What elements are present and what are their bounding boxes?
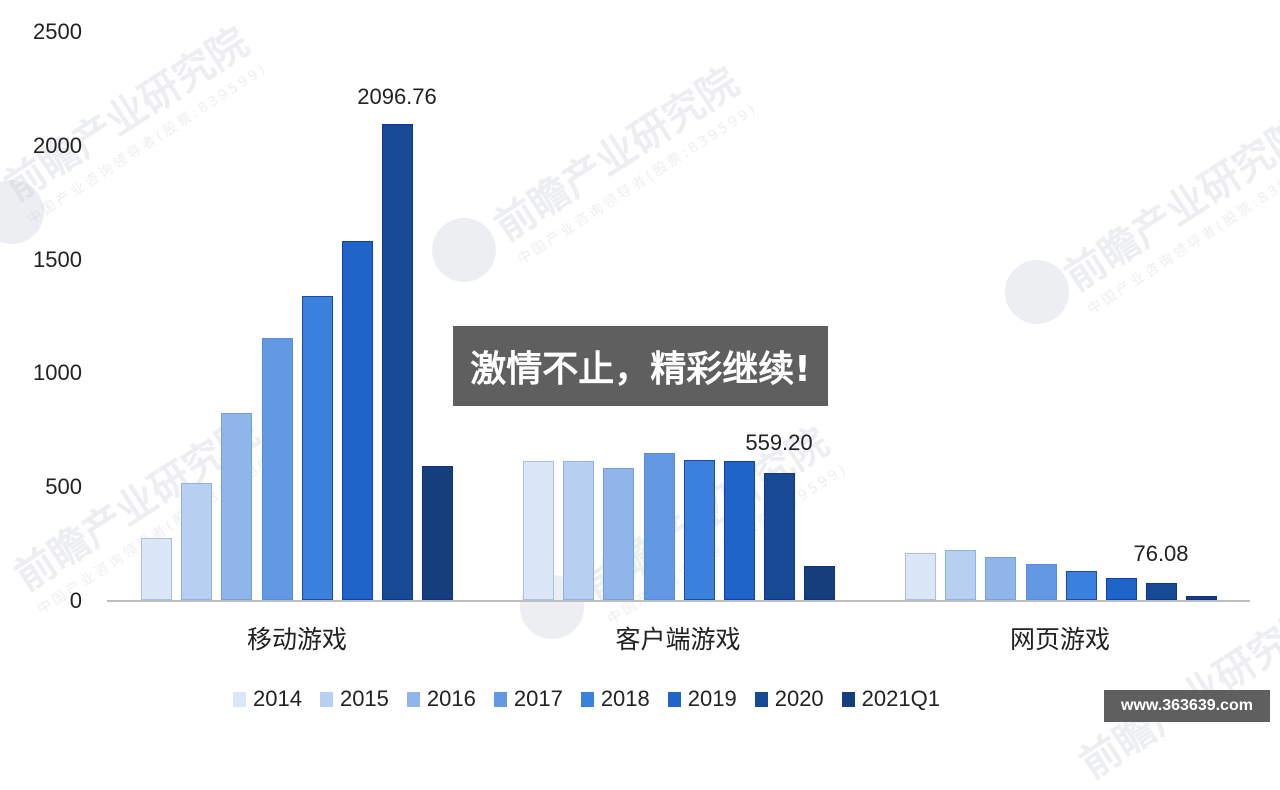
bar	[1186, 595, 1218, 600]
legend-item: 2015	[319, 686, 389, 712]
bar	[945, 550, 977, 600]
legend-label: 2021Q1	[861, 686, 940, 711]
legend-label: 2017	[513, 686, 563, 711]
legend-swatch	[841, 691, 855, 707]
category-label: 移动游戏	[246, 625, 348, 654]
promo-banner[interactable]: 激情不止，精彩继续!	[453, 326, 828, 406]
legend-swatch	[580, 691, 594, 707]
bar	[683, 460, 715, 600]
bar	[221, 413, 253, 600]
bar	[141, 537, 172, 600]
bar	[1106, 577, 1137, 600]
bar	[905, 552, 936, 600]
legend-swatch	[406, 691, 420, 707]
legend: 2014 2015 2016 2017 2018 2019 2020 2021Q…	[233, 686, 958, 712]
category-label: 客户端游戏	[615, 625, 741, 654]
bar	[342, 241, 373, 600]
y-tick: 2500	[33, 19, 82, 44]
legend-swatch	[754, 691, 768, 707]
y-tick: 0	[69, 588, 82, 613]
value-label: 2096.76	[357, 84, 437, 109]
legend-swatch	[319, 691, 333, 707]
legend-item: 2020	[754, 686, 824, 712]
bar	[181, 482, 213, 600]
watermark-logo	[432, 218, 496, 282]
watermark: 前瞻产业研究院	[1067, 588, 1280, 789]
x-axis-line	[107, 600, 1250, 602]
legend-label: 2019	[687, 686, 737, 711]
legend-label: 2015	[339, 686, 389, 711]
bar	[382, 123, 414, 600]
legend-swatch	[233, 691, 246, 707]
legend-item: 2014	[233, 686, 302, 712]
watermark-logo	[1005, 260, 1069, 324]
bar	[804, 565, 836, 600]
bar	[301, 296, 333, 600]
bar	[985, 557, 1017, 600]
watermark: 前瞻产业研究院中国产业咨询领导者(股票:839599)	[487, 59, 761, 268]
legend-item: 2016	[406, 686, 476, 712]
bar	[523, 460, 554, 600]
bar	[261, 338, 293, 600]
bar	[1146, 582, 1178, 600]
watermark: 前瞻产业研究院中国产业咨询领导者(股票:839599)	[1057, 109, 1280, 318]
y-tick: 1000	[33, 360, 82, 385]
y-tick: 2000	[33, 133, 82, 158]
bar	[1025, 564, 1057, 600]
legend-label: 2018	[600, 686, 650, 711]
legend-item: 2019	[667, 686, 737, 712]
value-label: 559.20	[745, 430, 813, 455]
legend-item: 2021Q1	[841, 686, 940, 712]
legend-label: 2014	[253, 686, 302, 711]
bar	[764, 472, 796, 600]
legend-item: 2018	[580, 686, 650, 712]
legend-label: 2020	[774, 686, 824, 711]
legend-item: 2017	[493, 686, 563, 712]
value-label: 76.08	[1133, 541, 1189, 566]
site-watermark-link[interactable]: www.363639.com	[1104, 690, 1270, 722]
category-label: 网页游戏	[1009, 625, 1111, 654]
bar	[422, 465, 454, 600]
bar	[563, 460, 595, 600]
legend-label: 2016	[426, 686, 476, 711]
watermark-logo	[0, 180, 44, 244]
bar	[643, 453, 675, 600]
bar	[1065, 570, 1097, 600]
legend-swatch	[493, 691, 507, 707]
bar	[603, 467, 635, 600]
bar	[724, 460, 755, 600]
y-tick: 1500	[33, 247, 82, 272]
y-tick: 500	[45, 474, 82, 499]
legend-swatch	[667, 691, 681, 707]
